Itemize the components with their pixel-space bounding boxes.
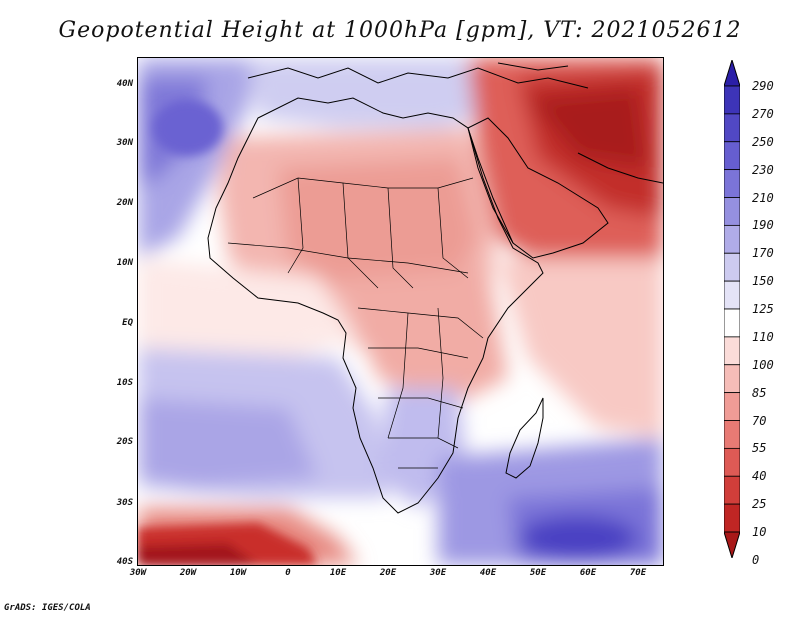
lat-label-10s: 10S [116, 378, 133, 388]
colorbar-label: 270 [752, 106, 774, 121]
colorbar-label: 110 [752, 329, 774, 344]
colorbar-label: 70 [752, 413, 767, 428]
colorbar-label: 210 [752, 190, 774, 205]
lon-label-10w: 10W [229, 568, 247, 578]
lat-label-40s: 40S [116, 557, 133, 567]
lat-label-30s: 30S [116, 498, 133, 508]
lon-label-60e: 60E [579, 568, 597, 578]
colorbar-label: 85 [752, 385, 767, 400]
map-panel [137, 57, 664, 566]
colorbar-label: 55 [752, 441, 767, 456]
colorbar-top-arrow [724, 60, 740, 87]
colorbar-segment [724, 308, 740, 338]
lon-label-70e: 70E [629, 568, 647, 578]
lat-label-40n: 40N [116, 79, 133, 89]
colorbar-segment [724, 280, 740, 310]
lat-label-10n: 10N [116, 258, 133, 268]
lon-label-10e: 10E [329, 568, 347, 578]
map-title: Geopotential Height at 1000hPa [gpm], VT… [58, 18, 742, 43]
lon-label-0: 0 [285, 568, 291, 578]
credit-text: GrADS: IGES/COLA [4, 603, 91, 613]
colorbar-segment [724, 113, 740, 143]
colorbar-segment [724, 420, 740, 449]
lat-label-20s: 20S [116, 437, 133, 447]
colorbar-graphic [724, 60, 740, 558]
colorbar-label: 150 [752, 274, 774, 289]
colorbar-label: 190 [752, 218, 774, 233]
lat-label-30n: 30N [116, 138, 133, 148]
colorbar-segment [724, 252, 740, 282]
colorbar-label: 170 [752, 246, 774, 261]
colorbar-label: 40 [752, 469, 767, 484]
lon-label-20e: 20E [379, 568, 397, 578]
lat-label-eq: EQ [122, 318, 133, 328]
colorbar-segment [724, 197, 740, 226]
lon-label-30e: 30E [429, 568, 447, 578]
colorbar-label: 125 [752, 302, 774, 316]
colorbar-label: 250 [752, 134, 774, 149]
lon-label-20w: 20W [179, 568, 197, 578]
colorbar-segment [724, 503, 740, 533]
colorbar-label: 290 [752, 79, 774, 93]
colorbar-segment [724, 224, 740, 254]
colorbar-label: 0 [752, 552, 760, 567]
colorbar-segment [724, 475, 740, 505]
colorbar-label: 25 [752, 497, 767, 512]
coastlines [207, 62, 663, 514]
lon-label-50e: 50E [529, 568, 547, 578]
colorbar-segment [724, 364, 740, 394]
lat-label-20n: 20N [116, 198, 133, 208]
colorbar-segment [724, 85, 740, 115]
colorbar-segment [724, 447, 740, 477]
colorbar-segment [724, 169, 740, 198]
colorbar-label: 100 [752, 357, 774, 372]
geopotential-map [138, 58, 663, 565]
colorbar-label: 230 [752, 162, 774, 177]
colorbar-bottom-arrow [724, 531, 740, 558]
country-borders [227, 177, 484, 469]
lon-label-40e: 40E [479, 568, 497, 578]
colorbar-segment [724, 336, 740, 366]
colorbar-segment [724, 392, 740, 421]
colorbar-label: 10 [752, 525, 767, 539]
lon-label-30w: 30W [129, 568, 147, 578]
colorbar-segment [724, 141, 740, 171]
